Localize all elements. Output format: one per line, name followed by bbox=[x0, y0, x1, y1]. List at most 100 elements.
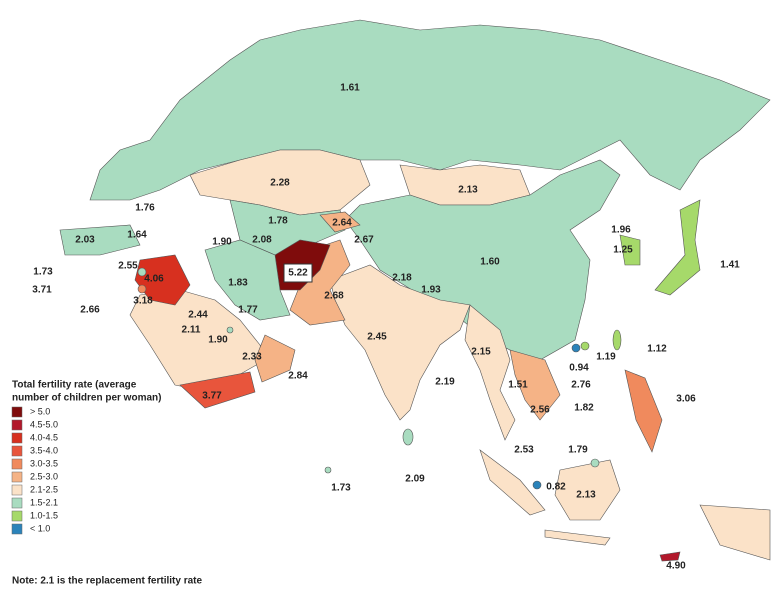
legend-swatch bbox=[11, 432, 23, 444]
country-value: 5.22 bbox=[288, 268, 308, 279]
country-value: 1.73 bbox=[33, 267, 53, 278]
country-value: 2.76 bbox=[571, 380, 591, 391]
sumatra bbox=[479, 449, 546, 516]
china bbox=[344, 159, 621, 361]
value-labels: 1.61 2.28 2.13 1.76 1.78 2.64 1.64 1.90 2.08 2.67… bbox=[32, 83, 740, 572]
legend-title: number of children per woman) bbox=[12, 393, 161, 404]
country-value: 2.08 bbox=[252, 235, 272, 246]
country-value: 1.51 bbox=[508, 380, 528, 391]
taiwan bbox=[612, 329, 622, 351]
macau bbox=[580, 341, 590, 351]
cyprus bbox=[137, 267, 147, 277]
country-value: 2.15 bbox=[471, 347, 491, 358]
country-value: 2.13 bbox=[458, 185, 478, 196]
legend-swatch bbox=[11, 510, 23, 522]
country-value: 1.90 bbox=[212, 237, 232, 248]
singapore bbox=[532, 480, 542, 490]
country-value: 1.90 bbox=[208, 335, 228, 346]
country-value: 2.28 bbox=[270, 178, 290, 189]
country-value: 2.56 bbox=[530, 405, 550, 416]
myanmar-thailand bbox=[464, 304, 516, 441]
country-value: 2.55 bbox=[118, 261, 138, 272]
legend: Total fertility rate (average number of c… bbox=[11, 380, 161, 535]
lebanon bbox=[137, 284, 147, 294]
country-value: 1.96 bbox=[611, 225, 631, 236]
country-value: 1.76 bbox=[135, 203, 155, 214]
legend-label: 3.0-3.5 bbox=[30, 458, 58, 468]
legend-swatch bbox=[11, 458, 23, 470]
country-value: 2.18 bbox=[392, 273, 412, 284]
country-value: 1.73 bbox=[331, 483, 351, 494]
country-value: 1.41 bbox=[720, 260, 740, 271]
country-value: 4.90 bbox=[666, 561, 686, 572]
legend-label: 4.5-5.0 bbox=[30, 419, 58, 429]
brunei bbox=[590, 458, 600, 468]
country-value: 2.45 bbox=[367, 332, 387, 343]
country-value: 3.71 bbox=[32, 285, 52, 296]
legend-label: 2.1-2.5 bbox=[30, 484, 58, 494]
new-guinea bbox=[699, 504, 771, 561]
country-value: 3.18 bbox=[133, 296, 153, 307]
country-value: 1.79 bbox=[568, 445, 588, 456]
country-value: 1.82 bbox=[574, 403, 594, 414]
sri-lanka bbox=[402, 428, 414, 446]
japan bbox=[654, 199, 701, 296]
country-value: 1.83 bbox=[228, 278, 248, 289]
tajikistan bbox=[319, 211, 361, 233]
country-value: 1.25 bbox=[613, 245, 633, 256]
country-value: 4.06 bbox=[144, 274, 164, 285]
country-value: 2.66 bbox=[80, 305, 100, 316]
country-value: 1.78 bbox=[268, 216, 288, 227]
legend-swatch bbox=[11, 497, 23, 509]
india bbox=[329, 264, 471, 421]
country-value: 2.53 bbox=[514, 445, 534, 456]
legend-swatch bbox=[11, 406, 23, 418]
country-value: 2.03 bbox=[75, 235, 95, 246]
iraq bbox=[134, 254, 191, 306]
country-value: 2.19 bbox=[435, 377, 455, 388]
country-value: 1.93 bbox=[421, 285, 441, 296]
country-value: 2.68 bbox=[324, 291, 344, 302]
legend-swatch bbox=[11, 445, 23, 457]
land-shapes bbox=[59, 19, 771, 562]
legend-label: 3.5-4.0 bbox=[30, 445, 58, 455]
korea bbox=[619, 234, 641, 266]
hong-kong bbox=[571, 343, 581, 353]
indochina bbox=[509, 349, 561, 421]
turkey bbox=[59, 224, 141, 256]
yemen bbox=[179, 371, 256, 409]
timor bbox=[659, 551, 681, 562]
country-value: 1.77 bbox=[238, 305, 258, 316]
country-value: 0.82 bbox=[546, 482, 566, 493]
country-value: 2.33 bbox=[242, 352, 262, 363]
country-value: 1.60 bbox=[480, 257, 500, 268]
country-value: 1.64 bbox=[127, 230, 147, 241]
java bbox=[544, 529, 611, 546]
qatar bbox=[226, 326, 234, 334]
legend-label: > 5.0 bbox=[30, 406, 50, 416]
country-value: 2.64 bbox=[332, 218, 352, 229]
country-value: 2.44 bbox=[188, 310, 208, 321]
legend-swatch bbox=[11, 523, 23, 535]
note: Note: 2.1 is the replacement fertility r… bbox=[12, 576, 203, 587]
country-value: 2.67 bbox=[354, 235, 374, 246]
borneo bbox=[554, 459, 621, 521]
legend-label: 1.5-2.1 bbox=[30, 497, 58, 507]
iran bbox=[204, 239, 291, 321]
legend-swatch bbox=[11, 471, 23, 483]
legend-title: Total fertility rate (average bbox=[12, 380, 137, 391]
country-value: 2.13 bbox=[576, 490, 596, 501]
legend-label: 1.0-1.5 bbox=[30, 510, 58, 520]
philippines bbox=[624, 369, 663, 453]
oman bbox=[254, 334, 296, 383]
legend-label: 4.0-4.5 bbox=[30, 432, 58, 442]
country-value: 2.11 bbox=[182, 325, 201, 336]
country-value: 3.06 bbox=[676, 394, 696, 405]
legend-swatch bbox=[11, 484, 23, 496]
country-value: 2.09 bbox=[405, 474, 425, 485]
legend-label: 2.5-3.0 bbox=[30, 471, 58, 481]
maldives bbox=[324, 466, 332, 474]
country-value: 3.77 bbox=[202, 391, 222, 402]
legend-swatch bbox=[11, 419, 23, 431]
